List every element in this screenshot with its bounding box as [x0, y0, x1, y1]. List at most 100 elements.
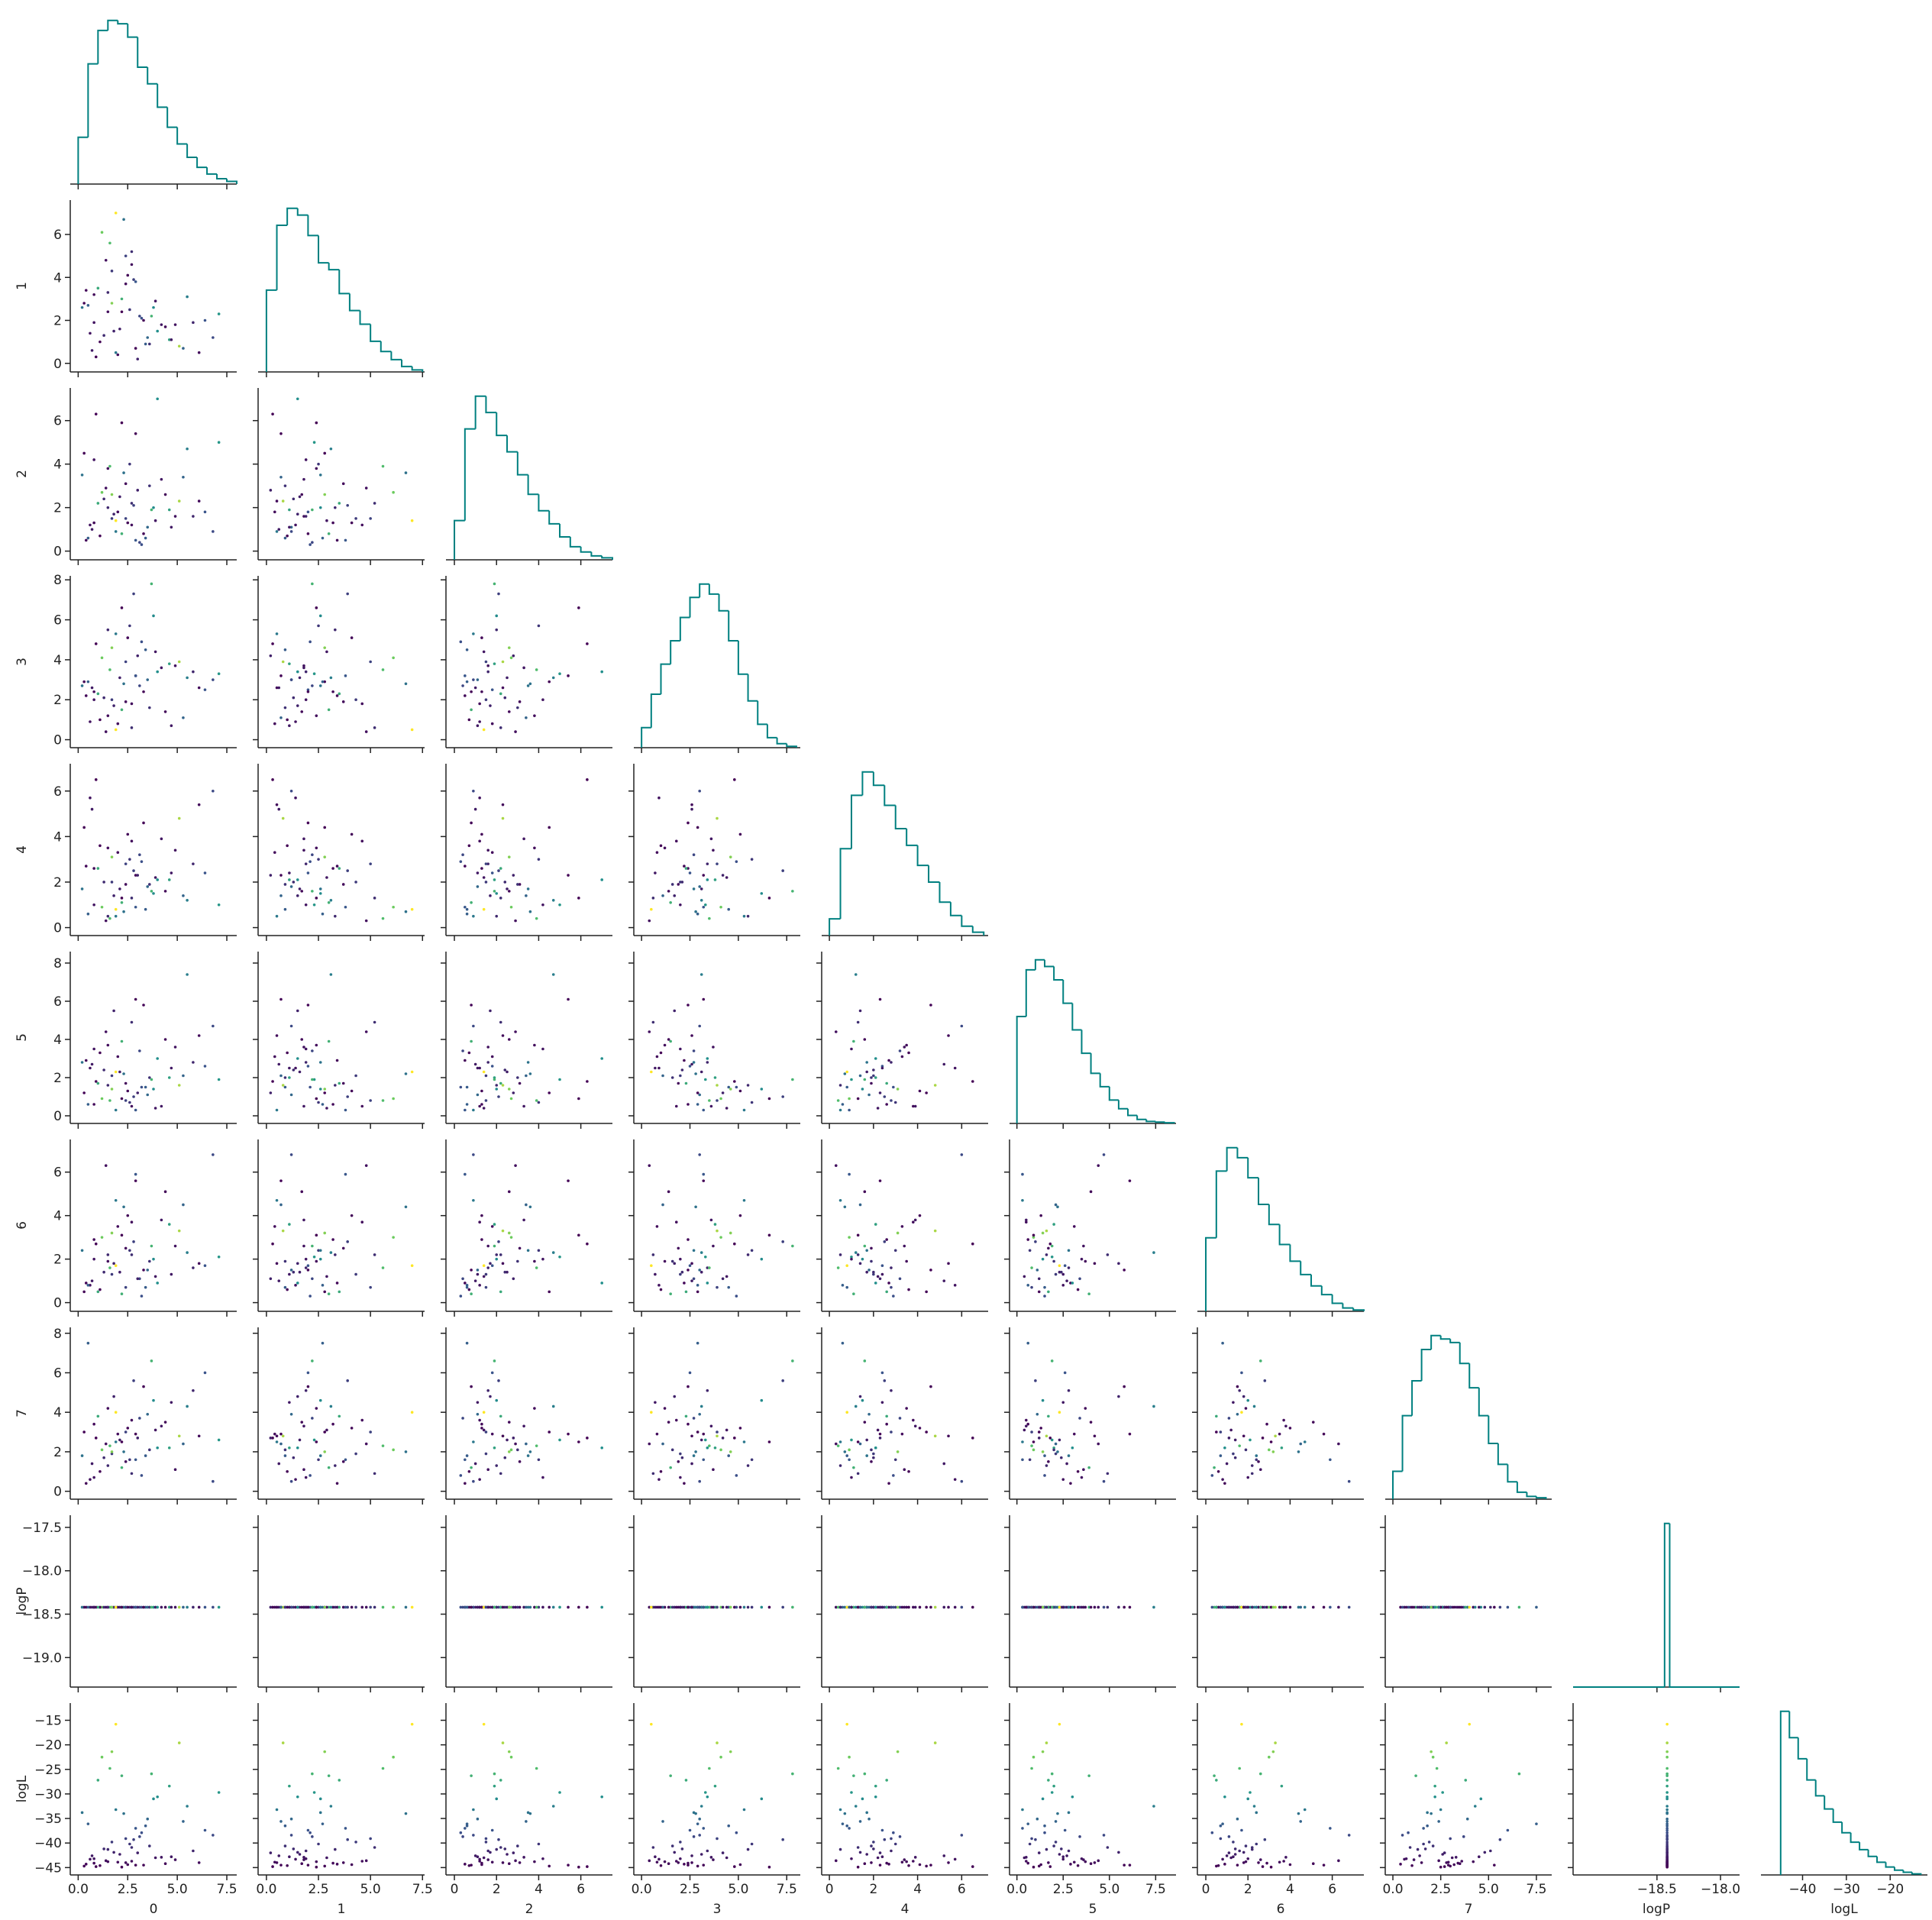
scatter-point — [525, 894, 528, 897]
scatter-point — [132, 1379, 135, 1382]
scatter-point — [1665, 1750, 1669, 1754]
scatter-point — [124, 1081, 128, 1085]
scatter-point — [92, 458, 95, 461]
scatter-point — [497, 1240, 500, 1243]
scatter-point — [1021, 1458, 1024, 1462]
scatter-point — [1093, 1605, 1097, 1609]
scatter-point — [1223, 1446, 1226, 1450]
scatter-point — [167, 662, 171, 665]
scatter-point — [275, 1108, 279, 1112]
scatter-point — [903, 1858, 906, 1861]
scatter-point — [680, 881, 684, 884]
scatter-point — [1258, 1772, 1262, 1776]
histogram-bin — [699, 583, 709, 598]
scatter-point — [99, 1605, 102, 1609]
scatter-point — [1255, 1811, 1258, 1815]
scatter-point — [1458, 1862, 1462, 1866]
scatter-point — [1477, 1855, 1481, 1859]
scatter-point — [1250, 1472, 1254, 1476]
scatter-point — [1250, 1847, 1254, 1851]
scatter-point — [142, 1863, 145, 1867]
scatter-point — [586, 1605, 589, 1609]
scatter-point — [304, 1257, 308, 1261]
scatter-point — [146, 336, 150, 339]
scatter-point — [315, 1097, 318, 1101]
scatter-point — [108, 668, 111, 671]
scatter-point — [533, 1605, 536, 1609]
scatter-point — [186, 676, 189, 680]
scatter-point — [298, 1605, 302, 1609]
scatter-point — [273, 1605, 276, 1609]
scatter-point — [791, 1359, 794, 1362]
scatter-point — [84, 1282, 88, 1285]
y-tick-label: −20 — [34, 1738, 62, 1754]
histogram-bin — [1779, 1710, 1790, 1875]
scatter-point — [323, 1088, 327, 1091]
scatter-point — [484, 1285, 488, 1289]
scatter-point — [648, 1859, 651, 1863]
scatter-point — [841, 1103, 845, 1106]
scatter-point — [311, 1244, 314, 1248]
scatter-point — [1303, 1605, 1307, 1609]
scatter-point — [212, 1834, 215, 1837]
scatter-point — [657, 1066, 661, 1070]
scatter-point — [725, 1856, 729, 1860]
scatter-point — [746, 1605, 750, 1609]
scatter-point — [306, 688, 310, 691]
histogram-bin — [1044, 959, 1055, 968]
scatter-point — [136, 874, 140, 877]
scatter-point — [506, 1438, 509, 1442]
scatter-point — [870, 1844, 873, 1847]
scatter-point — [410, 519, 414, 522]
scatter-point — [493, 1244, 496, 1248]
scatter-point — [296, 1262, 299, 1265]
scatter-point — [114, 907, 118, 911]
scatter-point — [692, 1061, 696, 1064]
histogram-bin — [1071, 1003, 1082, 1031]
scatter-point — [152, 892, 155, 895]
scatter-point — [679, 881, 682, 884]
scatter-point — [80, 1454, 84, 1457]
scatter-point — [130, 1020, 134, 1024]
scatter-point — [480, 1238, 483, 1241]
scatter-point — [512, 1277, 515, 1281]
x-tick-label: 4 — [1286, 1882, 1294, 1897]
histogram-bin — [1090, 1053, 1100, 1075]
scatter-point — [690, 1279, 693, 1282]
scatter-point — [94, 1242, 98, 1246]
scatter-point — [1043, 1285, 1046, 1289]
histogram-bin — [1247, 1157, 1259, 1179]
scatter-point — [1021, 1440, 1024, 1443]
scatter-point — [315, 1440, 318, 1443]
scatter-point — [791, 1772, 794, 1776]
scatter-point — [142, 690, 145, 693]
scatter-point — [124, 517, 128, 520]
scatter-point — [516, 1844, 519, 1847]
y-tick-label: 0 — [53, 357, 62, 372]
scatter-point — [126, 273, 130, 277]
scatter-point — [1244, 1605, 1248, 1609]
scatter-point — [1246, 1797, 1250, 1801]
scatter-point — [670, 1076, 674, 1079]
scatter-point — [212, 1153, 215, 1156]
histogram-bin — [186, 144, 198, 159]
scatter-point — [760, 1605, 764, 1609]
scatter-point — [404, 1605, 408, 1609]
histogram-bin — [1468, 1363, 1479, 1389]
scatter-point — [404, 471, 408, 474]
scatter-point — [289, 789, 293, 793]
scatter-point — [893, 1458, 897, 1462]
scatter-point — [130, 250, 134, 254]
scatter-point — [80, 474, 84, 477]
scatter-point — [516, 883, 519, 886]
scatter-point — [528, 1205, 532, 1209]
scatter-point — [273, 1432, 276, 1436]
scatter-point — [1517, 1605, 1521, 1609]
scatter-point — [323, 855, 327, 858]
scatter-point — [309, 860, 312, 863]
scatter-point — [716, 1434, 719, 1438]
scatter-point — [1665, 1766, 1669, 1770]
scatter-point — [1233, 1438, 1237, 1442]
scatter-point — [1032, 1448, 1035, 1452]
scatter-point — [197, 803, 201, 806]
